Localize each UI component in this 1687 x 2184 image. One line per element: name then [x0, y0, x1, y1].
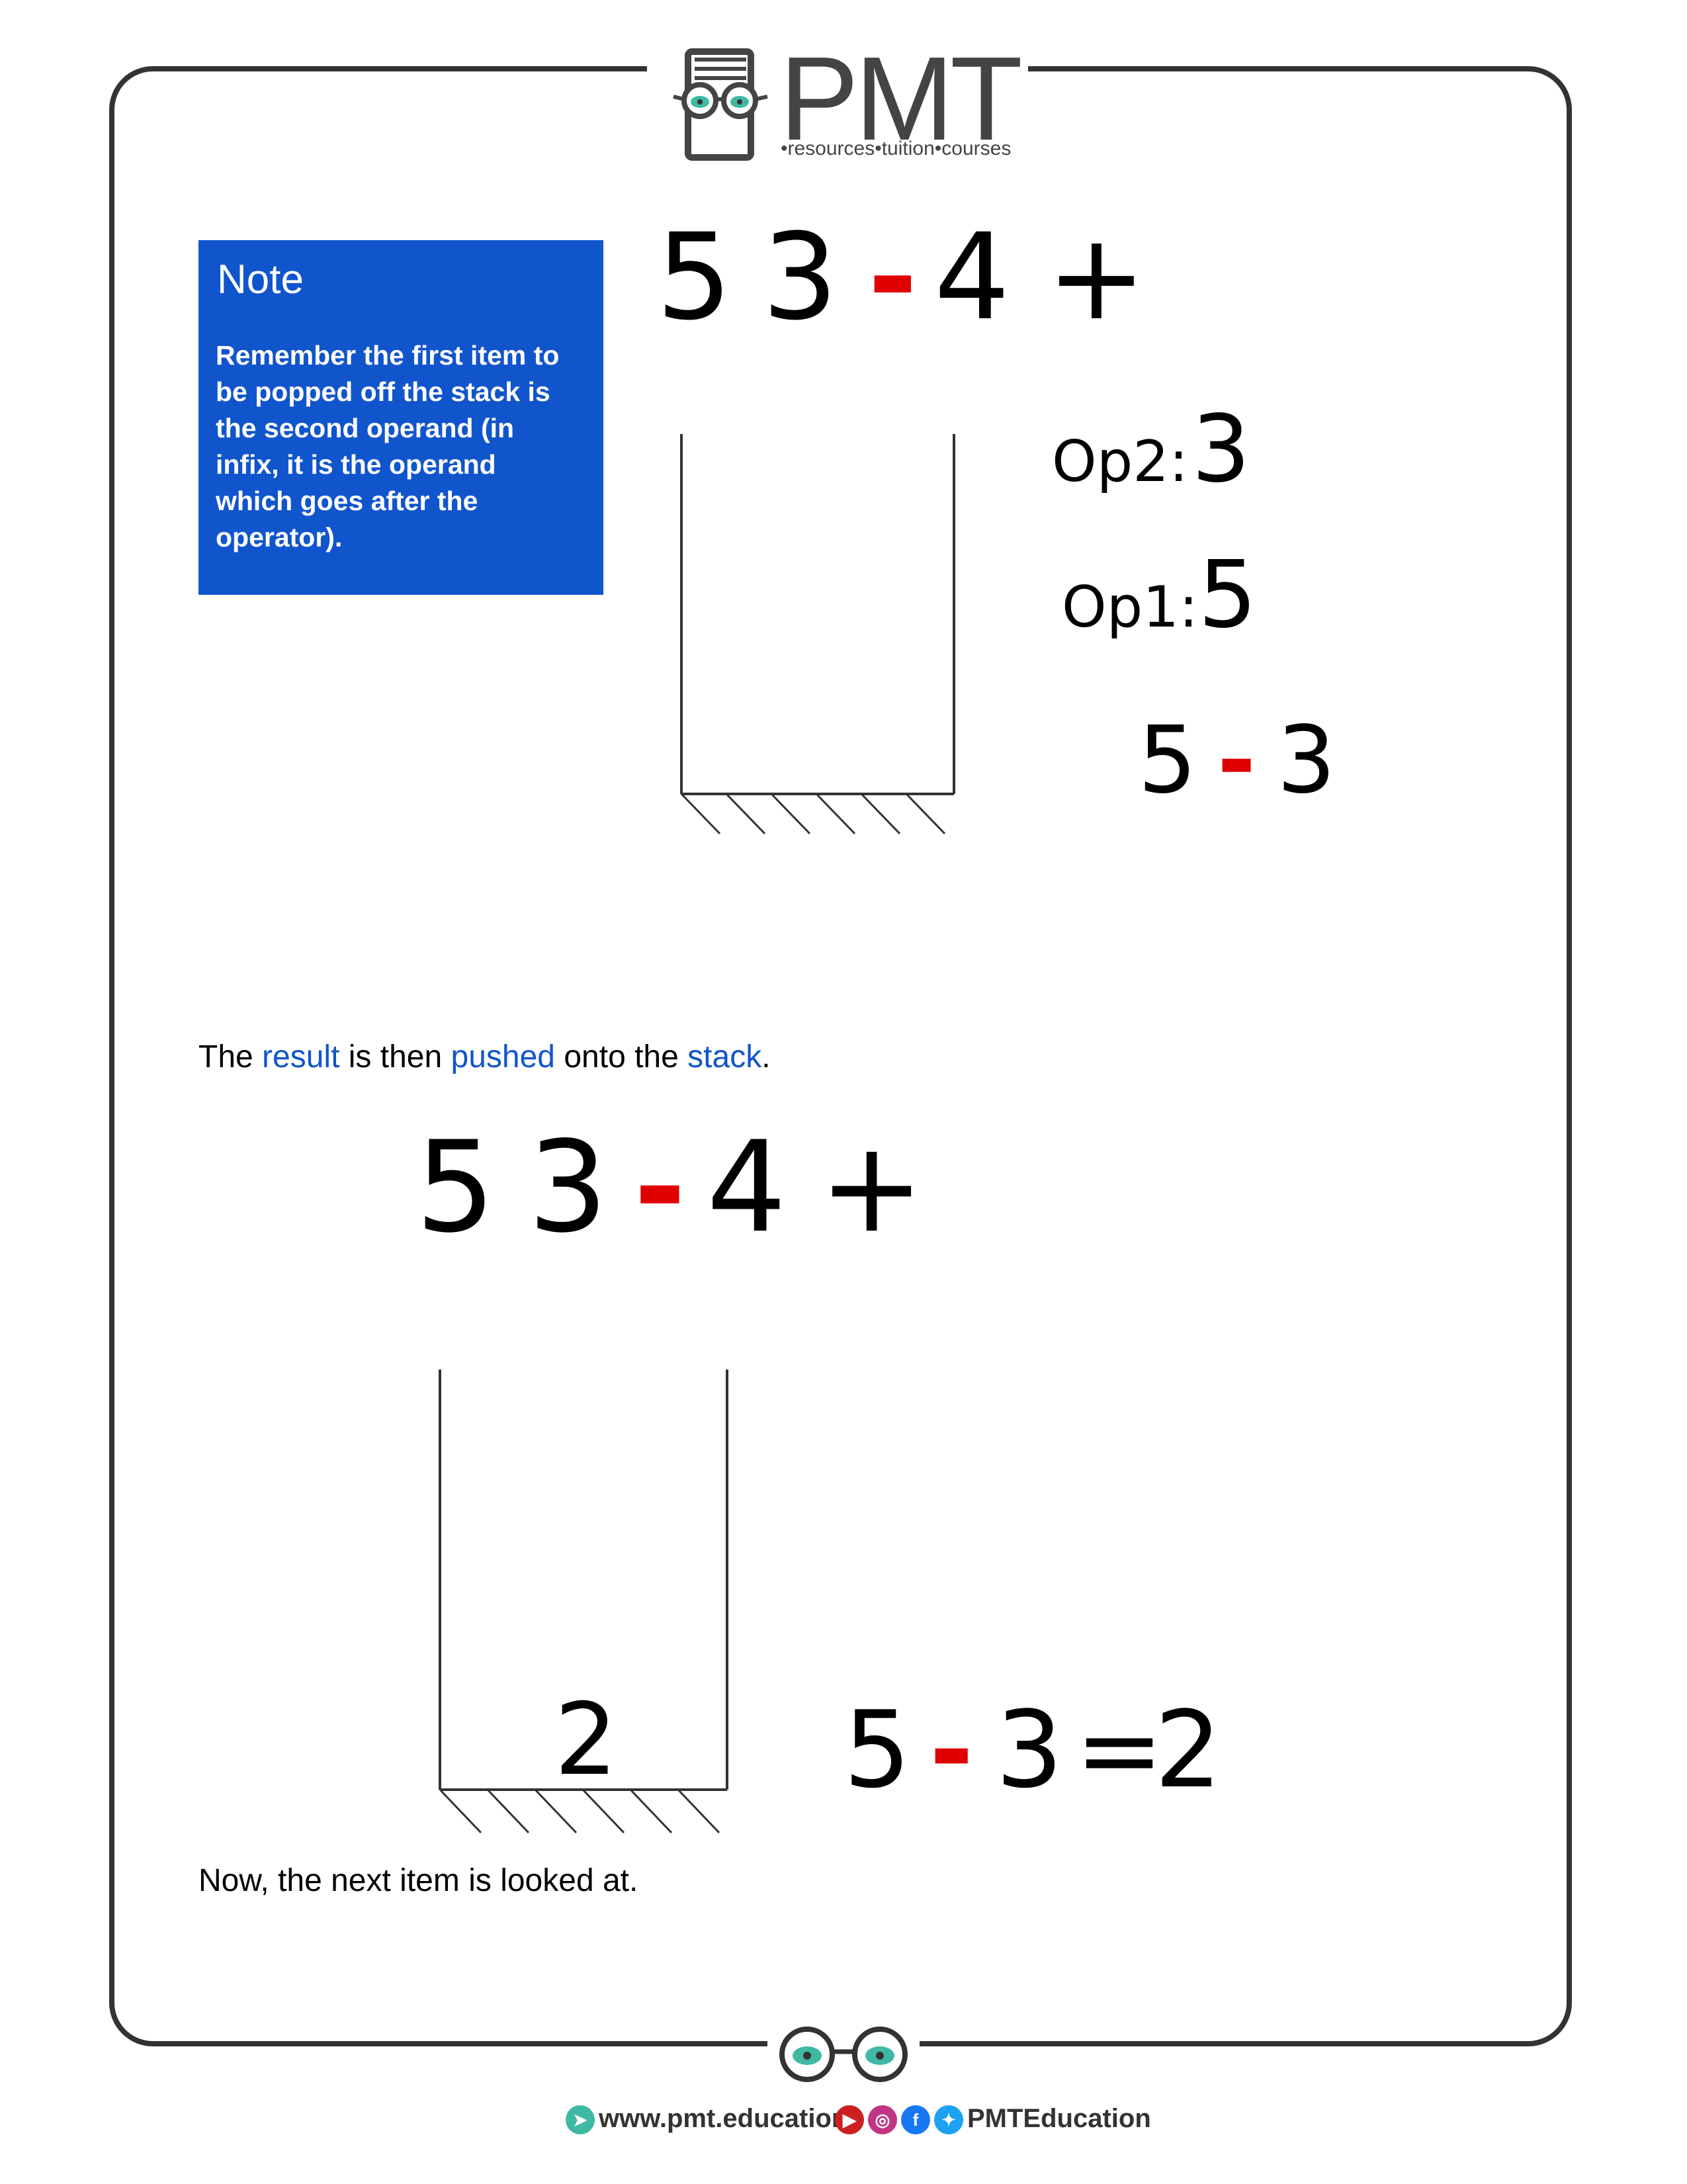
youtube-icon[interactable]: ▶ — [835, 2105, 864, 2135]
paragraph-next-item: Now, the next item is looked at. — [198, 1863, 638, 1898]
token: 3 — [762, 208, 838, 347]
logo-wordmark: PMT — [779, 32, 1023, 165]
text-run: is then — [339, 1039, 451, 1074]
facebook-icon[interactable]: f — [901, 2105, 930, 2135]
note-line: infix, it is the operand — [216, 449, 496, 480]
text-run: onto the — [555, 1039, 688, 1074]
token: 3 — [996, 1688, 1063, 1812]
twitter-icon[interactable]: ✦ — [934, 2105, 963, 2135]
op2-row: Op2: 3 — [1052, 397, 1250, 531]
operator-token: - — [634, 1114, 686, 1260]
subtraction-expression: 5-3 — [1138, 708, 1336, 814]
note-line: operator). — [216, 522, 343, 552]
op1-value: 5 — [1197, 541, 1258, 649]
empty-stack — [680, 434, 955, 835]
paragraph-result-pushed: The result is then pushed onto the stack… — [198, 1039, 771, 1075]
note-line: Remember the first item to — [216, 340, 560, 371]
token: 5 — [1138, 707, 1197, 814]
text-run: . — [761, 1039, 771, 1074]
logo-tagline: •resources•tuition•courses — [781, 138, 1012, 159]
token: 5 — [844, 1688, 911, 1812]
token: 3 — [528, 1114, 608, 1260]
token: + — [1047, 208, 1146, 347]
token: = — [1075, 1688, 1164, 1812]
token: + — [819, 1114, 925, 1260]
cursor-icon: ➤ — [566, 2105, 595, 2135]
token: 5 — [656, 208, 732, 347]
book-glasses-icon — [673, 48, 768, 161]
social-handle[interactable]: PMTEducation — [967, 2104, 1151, 2133]
op1-row: Op1:5 — [1062, 543, 1257, 676]
result-equation: 5-3 =2 — [844, 1690, 1222, 1810]
footer-website[interactable]: ➤ www.pmt.education — [566, 2104, 848, 2135]
stack-item: 2 — [554, 1682, 618, 1798]
note-title: Note — [217, 257, 304, 302]
operator-token: - — [868, 208, 918, 347]
op2-label: Op2: — [1052, 429, 1188, 495]
note-line: be popped off the stack is — [216, 376, 550, 407]
keyword-pushed: pushed — [451, 1039, 555, 1074]
note-line: which goes after the — [216, 486, 478, 516]
pmt-logo: PMT •resources•tuition•courses — [668, 33, 1023, 172]
token: 5 — [415, 1114, 496, 1260]
glasses-icon — [779, 2027, 908, 2082]
bottom-expression: 5 3-4 + — [415, 1118, 924, 1257]
op1-label: Op1: — [1062, 574, 1198, 640]
result-stack — [439, 1370, 728, 1834]
note-line: the second operand (in — [216, 413, 515, 443]
top-expression: 5 3-4 + — [656, 212, 1146, 344]
footer-social[interactable]: ▶ ◎ f ✦ PMTEducation — [835, 2104, 1151, 2135]
website-link[interactable]: www.pmt.education — [599, 2104, 848, 2133]
operator-token: - — [930, 1688, 974, 1812]
keyword-result: result — [262, 1039, 340, 1074]
text-run: The — [198, 1039, 263, 1074]
token: 3 — [1277, 707, 1336, 814]
token: 4 — [934, 208, 1010, 347]
note-body: Remember the first item to be popped off… — [216, 337, 586, 556]
instagram-icon[interactable]: ◎ — [868, 2105, 897, 2135]
operator-token: - — [1217, 707, 1256, 814]
token: 4 — [707, 1114, 787, 1260]
token: 2 — [1154, 1688, 1222, 1812]
note-box: Note Remember the first item to be poppe… — [198, 240, 603, 595]
keyword-stack: stack — [687, 1039, 762, 1074]
op2-value: 3 — [1191, 396, 1251, 503]
